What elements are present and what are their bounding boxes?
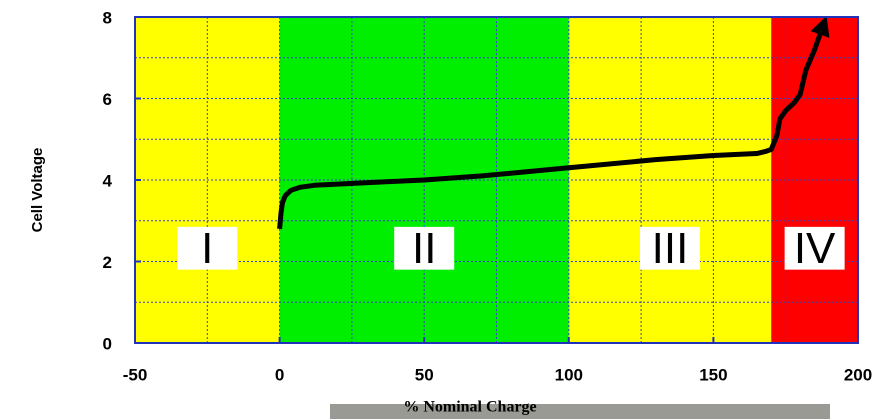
x-tick-label: 50 (415, 365, 434, 384)
region-label-box (640, 226, 701, 270)
y-axis-label: Cell Voltage (29, 148, 46, 233)
region-label-box (177, 226, 238, 270)
y-tick-label: 0 (103, 334, 112, 353)
y-tick-label: 8 (103, 8, 112, 27)
x-tick-label: 200 (844, 365, 872, 384)
region-label-box (394, 226, 455, 270)
region-label: IV (794, 224, 836, 273)
region (568, 17, 772, 343)
x-tick-label: -50 (123, 365, 148, 384)
x-tick-label: 100 (555, 365, 583, 384)
x-axis-label: % Nominal Charge (403, 399, 536, 416)
y-tick-label: 6 (103, 90, 112, 109)
y-tick-label: 4 (103, 171, 113, 190)
x-tick-label: 0 (275, 365, 284, 384)
y-tick-label: 2 (103, 253, 112, 272)
background-photo (330, 404, 830, 419)
x-tick-label: 150 (699, 365, 727, 384)
region-label: III (652, 224, 689, 273)
region-label-box (784, 226, 845, 270)
region-label: I (201, 224, 213, 273)
region-label: II (412, 224, 436, 273)
voltage-curve (277, 15, 830, 230)
